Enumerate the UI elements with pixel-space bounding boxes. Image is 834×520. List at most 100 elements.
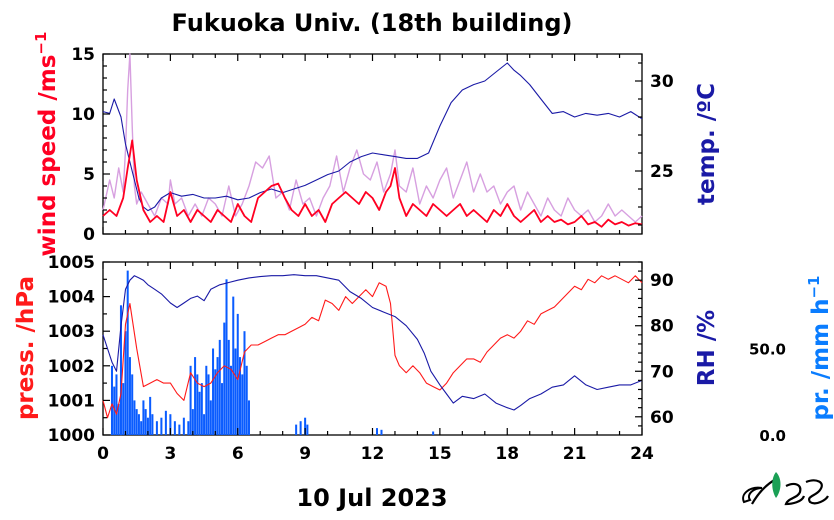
precip-bar (214, 369, 217, 435)
wind-tick-label: 5 (83, 165, 95, 185)
precip-bar (245, 365, 248, 435)
precip-bar (299, 421, 302, 435)
precip-bar (182, 417, 185, 435)
precip-bar (380, 429, 383, 435)
bottom-plot-frame (102, 261, 643, 436)
temp-tick-label: 30 (650, 72, 674, 92)
wind-tick-label: 15 (71, 45, 95, 65)
x-tick-label: 6 (232, 444, 244, 464)
pressure-tick-label: 1002 (48, 357, 95, 377)
wind-gust-line (102, 53, 643, 223)
wind-tick-label: 10 (71, 105, 95, 125)
precip-bar (124, 331, 127, 435)
logo-icon (742, 472, 829, 506)
pressure-tick-label: 1000 (48, 426, 95, 446)
precip-bar (225, 279, 228, 435)
wind-speed-line (102, 139, 643, 228)
pressure-axis-label: press. /hPa (13, 276, 39, 420)
bottom-x-ticks: 0 3 6 9 12 15 18 21 24 (97, 262, 654, 464)
x-tick-label: 21 (563, 444, 587, 464)
precip-axis-label: pr. /mm h−1 (805, 275, 834, 420)
precip-bar (227, 339, 230, 435)
precip-bar (223, 322, 226, 435)
rh-axis-label: RH /% (694, 310, 720, 386)
precip-bar (375, 428, 378, 435)
precip-bar (122, 383, 125, 435)
precip-bar (221, 383, 224, 435)
rh-tick-label: 70 (650, 362, 674, 382)
precip-bar (140, 421, 143, 435)
precip-bar (144, 409, 147, 435)
precip-bar (234, 348, 237, 435)
precip-bar (194, 357, 197, 435)
x-tick-label: 3 (164, 444, 176, 464)
wind-axis-ticks: 0 5 10 15 (71, 45, 110, 245)
top-plot-frame (102, 53, 643, 235)
wind-tick-label: 0 (83, 225, 95, 245)
date-label: 10 Jul 2023 (296, 484, 447, 512)
precip-bar (151, 414, 154, 435)
x-tick-label: 15 (428, 444, 452, 464)
top-x-ticks (102, 54, 643, 234)
precip-bar (232, 296, 235, 435)
precip-bar (306, 424, 309, 435)
precip-bar (137, 414, 140, 435)
temperature-line (102, 62, 643, 212)
precip-bar (149, 396, 152, 435)
top-panel: 0 5 10 15 25 30 wind speed /ms−1 temp. /ºC (32, 32, 720, 257)
rh-tick-label: 90 (650, 271, 674, 291)
precip-bar (133, 400, 136, 435)
precip-bar (126, 270, 129, 435)
precip-bar (160, 417, 163, 435)
precip-bar (189, 365, 192, 435)
rh-tick-label: 60 (650, 408, 674, 428)
precip-bar (142, 400, 145, 435)
pressure-axis-ticks: 1000 1001 1002 1003 1004 1005 (48, 253, 110, 446)
precip-bar (178, 424, 181, 435)
pressure-series (102, 275, 643, 419)
precip-bar (146, 417, 149, 435)
temp-tick-label: 25 (650, 162, 674, 182)
temperature-series (102, 62, 643, 212)
precip-bar (135, 409, 138, 435)
precip-tick-label: 0.0 (759, 427, 786, 445)
precip-bar (117, 403, 120, 435)
precip-bar (155, 421, 158, 435)
x-tick-label: 0 (97, 444, 109, 464)
precip-tick-label: 50.0 (749, 341, 786, 359)
x-tick-label: 9 (299, 444, 311, 464)
precip-bar (207, 374, 210, 435)
precip-bar (295, 424, 298, 435)
precip-bar (187, 421, 190, 435)
precip-bar (191, 409, 194, 435)
precip-bar (247, 400, 250, 435)
precip-bar (131, 374, 134, 435)
precip-bar (218, 339, 221, 435)
precip-bar (230, 365, 233, 435)
rh-axis-ticks: 60 70 80 90 (635, 261, 674, 428)
pressure-tick-label: 1003 (48, 322, 95, 342)
precip-bar (209, 400, 212, 435)
pressure-line (102, 275, 643, 419)
precipitation-series (110, 270, 435, 436)
humidity-line (102, 274, 643, 411)
temp-axis-ticks: 25 30 (635, 62, 674, 226)
precip-bar (205, 365, 208, 435)
precip-bar (200, 383, 203, 435)
bottom-panel: 0 3 6 9 12 15 18 21 24 100010011002100310041005 … (13, 253, 834, 464)
precip-bar (164, 410, 167, 435)
precip-bar (238, 357, 242, 435)
x-tick-label: 24 (630, 444, 654, 464)
precip-bar (196, 374, 199, 435)
temp-axis-label: temp. /ºC (694, 83, 720, 205)
precip-axis-label-superscript: −1 (805, 275, 823, 298)
precip-bar (216, 357, 219, 435)
precip-bar (212, 348, 215, 435)
precip-bar (110, 365, 113, 435)
x-tick-label: 18 (495, 444, 519, 464)
precip-axis-ticks: 0.0 50.0 (749, 341, 786, 446)
pressure-tick-label: 1005 (48, 253, 95, 273)
precip-bar (169, 414, 172, 435)
precip-bar (173, 421, 176, 435)
chart-title: Fukuoka Univ. (18th building) (172, 9, 573, 37)
